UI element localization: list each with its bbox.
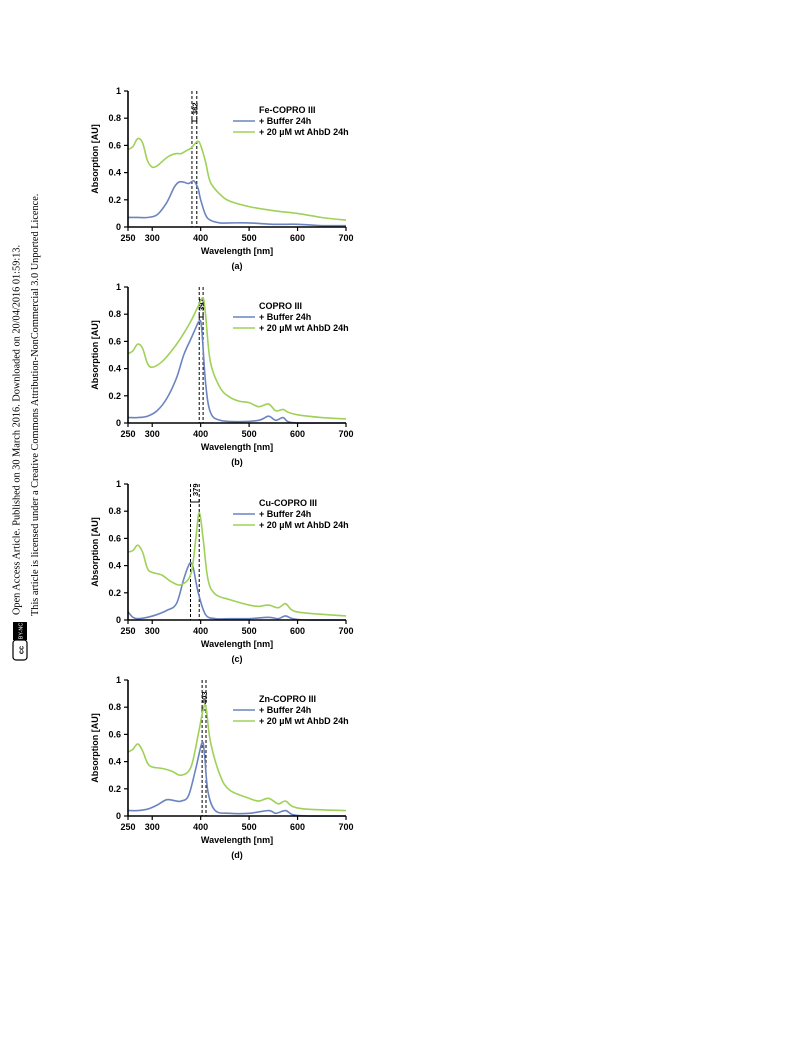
x-tick-label: 300 bbox=[145, 626, 160, 636]
panel-label: (d) bbox=[231, 850, 243, 860]
x-axis-label: Wavelength [nm] bbox=[201, 639, 273, 649]
y-tick-label: 0.8 bbox=[108, 113, 121, 123]
series-line-buffer bbox=[128, 179, 347, 227]
y-tick-label: 0.6 bbox=[108, 336, 121, 346]
x-tick-label: 700 bbox=[338, 626, 353, 636]
y-tick-label: 0 bbox=[116, 615, 121, 625]
x-tick-label: 600 bbox=[290, 429, 305, 439]
wavelength-annotation: 382 bbox=[190, 102, 199, 115]
panel-label: (b) bbox=[231, 457, 243, 467]
y-tick-label: 0.8 bbox=[108, 506, 121, 516]
legend-entry: + Buffer 24h bbox=[259, 509, 311, 519]
y-tick-label: 0.6 bbox=[108, 729, 121, 739]
by-nc-badge bbox=[13, 622, 27, 640]
legend-entry: + 20 µM wt AhbD 24h bbox=[259, 716, 349, 726]
cc-logo-text: cc bbox=[17, 646, 26, 654]
panel-label: (c) bbox=[232, 654, 243, 664]
x-tick-label: 300 bbox=[145, 429, 160, 439]
chart-panel-d: 403 0 0.2 0.4 0.6 0.8 1 250 300 400 500 600 700 Wavel… bbox=[90, 675, 354, 860]
x-tick-label: 400 bbox=[193, 429, 208, 439]
series-line-ahbd bbox=[127, 296, 347, 420]
x-tick-label: 300 bbox=[145, 233, 160, 243]
y-axis-label: Absorption [AU] bbox=[90, 124, 100, 194]
annotation-bracket bbox=[189, 499, 200, 503]
y-tick-label: 0 bbox=[116, 811, 121, 821]
x-tick-label: 300 bbox=[145, 822, 160, 832]
legend-title: COPRO III bbox=[259, 301, 302, 311]
y-axis-label: Absorption [AU] bbox=[90, 320, 100, 390]
series-line-buffer bbox=[127, 741, 347, 817]
legend-entry: + Buffer 24h bbox=[259, 705, 311, 715]
x-tick-label: 600 bbox=[290, 822, 305, 832]
y-tick-label: 0.4 bbox=[108, 364, 121, 374]
y-tick-label: 0.8 bbox=[108, 309, 121, 319]
y-tick-label: 0.4 bbox=[108, 561, 121, 571]
series-line-ahbd bbox=[127, 703, 347, 812]
license-line-2[interactable]: This article is licensed under a Creativ… bbox=[30, 194, 41, 616]
y-tick-label: 1 bbox=[116, 479, 121, 489]
chart-panel-c: 379 0 0.2 0.4 0.6 0.8 1 250 300 400 500 600 700 Wavel… bbox=[90, 479, 354, 664]
y-tick-label: 0.2 bbox=[108, 784, 121, 794]
y-tick-label: 0.2 bbox=[108, 195, 121, 205]
x-tick-label: 400 bbox=[193, 626, 208, 636]
x-tick-label: 250 bbox=[120, 233, 135, 243]
wavelength-annotation: 379 bbox=[191, 483, 200, 496]
license-line-1: Open Access Article. Published on 30 Mar… bbox=[12, 245, 23, 615]
x-tick-label: 500 bbox=[242, 822, 257, 832]
license-sidebar: cc BY-NC Open Access Article. Published … bbox=[12, 194, 41, 661]
y-tick-label: 0.6 bbox=[108, 140, 121, 150]
x-tick-label: 700 bbox=[338, 429, 353, 439]
y-tick-label: 0 bbox=[116, 222, 121, 232]
x-axis-label: Wavelength [nm] bbox=[201, 246, 273, 256]
legend-entry: + 20 µM wt AhbD 24h bbox=[259, 127, 349, 137]
annotation-bracket bbox=[191, 118, 198, 122]
series-line-ahbd bbox=[127, 137, 347, 221]
chart-panel-a: 382 0 0.2 0.4 0.6 0.8 1 250 300 400 500 600 700 Wavel… bbox=[90, 86, 354, 271]
annotation-bracket bbox=[198, 314, 204, 318]
y-tick-label: 1 bbox=[116, 675, 121, 685]
legend-title: Fe-COPRO III bbox=[259, 105, 316, 115]
legend-entry: + 20 µM wt AhbD 24h bbox=[259, 323, 349, 333]
y-tick-label: 0.6 bbox=[108, 533, 121, 543]
x-tick-label: 250 bbox=[120, 822, 135, 832]
legend-title: Zn-COPRO III bbox=[259, 694, 316, 704]
series-line-ahbd bbox=[127, 511, 347, 617]
y-tick-label: 1 bbox=[116, 86, 121, 96]
wavelength-annotation: 397 bbox=[197, 298, 206, 311]
x-tick-label: 500 bbox=[242, 626, 257, 636]
y-tick-label: 0.2 bbox=[108, 588, 121, 598]
x-tick-label: 700 bbox=[338, 233, 353, 243]
series-line-buffer bbox=[127, 319, 346, 424]
y-tick-label: 0.4 bbox=[108, 757, 121, 767]
license-badge-text: BY-NC bbox=[19, 623, 25, 640]
panel-label: (a) bbox=[232, 261, 243, 271]
x-tick-label: 700 bbox=[338, 822, 353, 832]
x-tick-label: 600 bbox=[290, 626, 305, 636]
x-tick-label: 600 bbox=[290, 233, 305, 243]
y-axis-label: Absorption [AU] bbox=[90, 517, 100, 587]
legend-entry: + 20 µM wt AhbD 24h bbox=[259, 520, 349, 530]
y-tick-label: 0.4 bbox=[108, 168, 121, 178]
x-tick-label: 400 bbox=[193, 233, 208, 243]
series-line-buffer bbox=[127, 561, 347, 621]
wavelength-annotation: 403 bbox=[200, 691, 209, 704]
y-tick-label: 0 bbox=[116, 418, 121, 428]
y-tick-label: 1 bbox=[116, 282, 121, 292]
legend-title: Cu-COPRO III bbox=[259, 498, 317, 508]
x-tick-label: 400 bbox=[193, 822, 208, 832]
x-axis-label: Wavelength [nm] bbox=[201, 442, 273, 452]
x-tick-label: 500 bbox=[242, 429, 257, 439]
legend-entry: + Buffer 24h bbox=[259, 116, 311, 126]
x-axis-label: Wavelength [nm] bbox=[201, 835, 273, 845]
x-tick-label: 250 bbox=[120, 626, 135, 636]
y-tick-label: 0.2 bbox=[108, 391, 121, 401]
x-tick-label: 500 bbox=[242, 233, 257, 243]
legend-entry: + Buffer 24h bbox=[259, 312, 311, 322]
y-axis-label: Absorption [AU] bbox=[90, 713, 100, 783]
x-tick-label: 250 bbox=[120, 429, 135, 439]
y-tick-label: 0.8 bbox=[108, 702, 121, 712]
chart-panel-b: 397 0 0.2 0.4 0.6 0.8 1 250 300 400 500 600 700 Wavel… bbox=[90, 282, 354, 467]
